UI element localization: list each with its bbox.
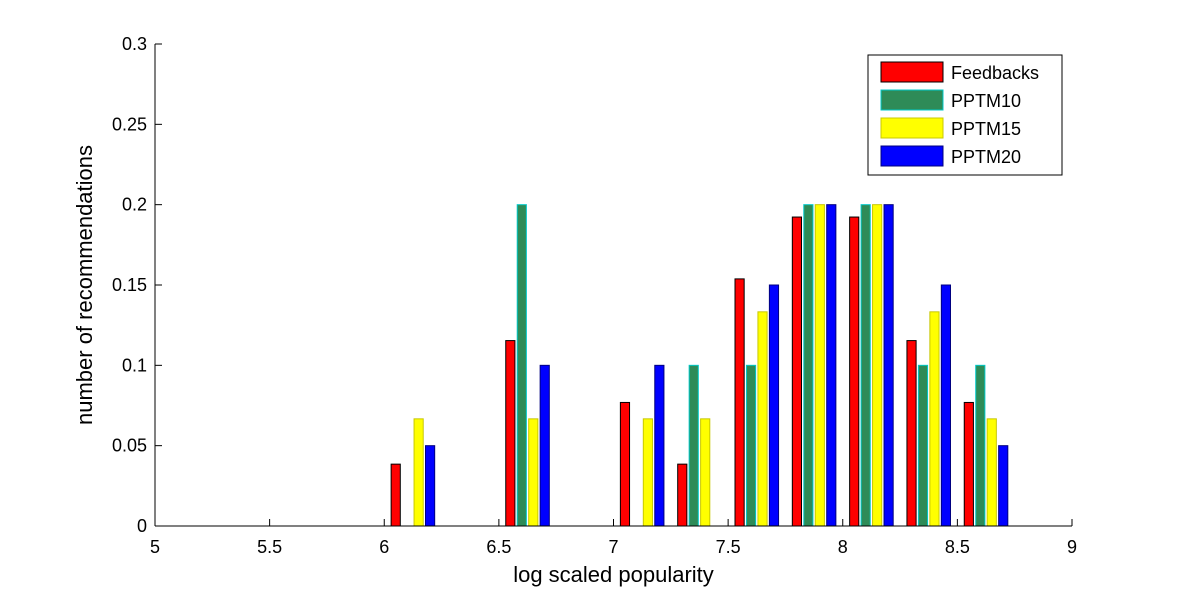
bar-feedbacks-4 [390, 463, 401, 527]
bar-pptm15-4 [413, 418, 424, 527]
bars-group [390, 204, 1009, 527]
legend-swatch-3 [880, 145, 944, 167]
x-tick-label-7: 8.5 [945, 537, 970, 557]
x-tick-label-2: 6 [379, 537, 389, 557]
bar-pptm20-11 [826, 204, 837, 527]
legend-label-2: PPTM15 [951, 119, 1021, 139]
bar-feedbacks-14 [963, 401, 974, 527]
bar-pptm20-4 [425, 445, 436, 527]
legend: Feedbacks PPTM10 PPTM15 PPTM20 [867, 54, 1063, 176]
bar-feedbacks-9 [677, 463, 688, 527]
bar-pptm15-11 [814, 204, 825, 527]
bar-feedbacks-12 [849, 216, 860, 527]
x-tick-label-0: 5 [150, 537, 160, 557]
y-tick-label-4: 0.2 [122, 195, 147, 215]
x-tick-label-5: 7.5 [716, 537, 741, 557]
bar-pptm15-8 [642, 418, 653, 527]
bar-pptm10-9 [688, 364, 699, 527]
y-tick-label-6: 0.3 [122, 34, 147, 54]
legend-swatch-0 [880, 61, 944, 83]
bar-pptm15-12 [872, 204, 883, 527]
bar-feedbacks-6 [505, 340, 516, 527]
bar-pptm20-12 [883, 204, 894, 527]
bar-pptm20-10 [768, 284, 780, 527]
bar-pptm10-13 [917, 364, 929, 527]
bar-pptm10-12 [860, 204, 871, 527]
bar-pptm15-6 [528, 418, 539, 527]
bar-pptm15-14 [986, 418, 997, 527]
y-tick-label-5: 0.25 [112, 114, 147, 134]
bar-pptm15-10 [757, 311, 768, 527]
x-tick-label-6: 8 [838, 537, 848, 557]
bar-pptm10-10 [745, 364, 757, 527]
y-tick-label-1: 0.05 [112, 436, 147, 456]
bar-pptm10-6 [516, 204, 527, 527]
bar-pptm15-9 [700, 418, 711, 527]
bar-feedbacks-11 [791, 216, 802, 527]
axes-group: 5 5.5 6 6.5 7 7.5 8 8.5 9 0 0.05 0.1 0.15 0.2 0.25 0.3 [112, 34, 1077, 557]
y-axis-label: number of recommendations [72, 145, 97, 425]
bar-pptm20-13 [940, 284, 952, 527]
bar-pptm20-8 [654, 364, 665, 527]
x-tick-label-1: 5.5 [257, 537, 282, 557]
x-tick-label-3: 6.5 [486, 537, 511, 557]
x-tick-label-8: 9 [1067, 537, 1077, 557]
y-tick-label-2: 0.1 [122, 355, 147, 375]
bar-feedbacks-13 [906, 340, 917, 527]
legend-label-1: PPTM10 [951, 91, 1021, 111]
bar-pptm10-11 [803, 204, 814, 527]
bar-pptm20-6 [539, 364, 550, 527]
x-tick-label-4: 7 [608, 537, 618, 557]
bar-pptm15-13 [929, 311, 940, 527]
legend-label-0: Feedbacks [951, 63, 1039, 83]
legend-label-3: PPTM20 [951, 147, 1021, 167]
bar-feedbacks-10 [734, 278, 745, 527]
bar-feedbacks-8 [619, 401, 631, 527]
bar-pptm20-14 [998, 445, 1009, 527]
bar-pptm10-14 [975, 364, 986, 527]
x-axis-label: log scaled popularity [513, 562, 714, 587]
legend-swatch-1 [880, 89, 944, 111]
legend-swatch-2 [880, 117, 944, 139]
y-tick-label-0: 0 [137, 516, 147, 536]
y-tick-label-3: 0.15 [112, 275, 147, 295]
